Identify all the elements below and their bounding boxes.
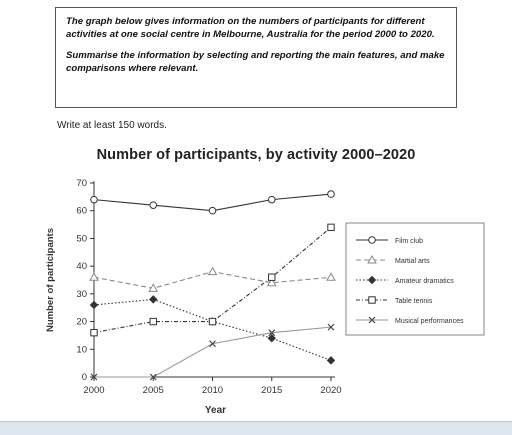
data-point: [266, 277, 277, 287]
y-tick-label: 50: [76, 233, 87, 244]
data-point: [207, 266, 218, 276]
data-point: [149, 295, 158, 304]
data-point: [268, 273, 276, 281]
word-count-instruction: Write at least 150 words.: [57, 120, 167, 131]
y-tick-label: 40: [76, 261, 87, 272]
data-point: [149, 373, 157, 381]
data-point: [149, 201, 158, 209]
x-tick-label: 2005: [143, 385, 164, 396]
y-tick-label: 10: [76, 344, 87, 355]
x-tick-label: 2000: [83, 385, 104, 396]
legend-label: Amateur dramatics: [395, 278, 454, 285]
task-description: The graph below gives information on the…: [66, 16, 435, 40]
series-line: [94, 326, 332, 378]
data-point: [327, 190, 335, 198]
series-martial-arts: [89, 266, 336, 292]
legend-entry: Musical performances: [356, 316, 464, 325]
data-point: [90, 195, 98, 204]
data-point: [327, 323, 335, 331]
legend-entry: Table tennis: [356, 296, 433, 305]
data-point: [326, 272, 336, 281]
task-box: The graph below gives information on the…: [55, 7, 457, 108]
data-point: [209, 340, 216, 348]
data-point: [368, 316, 376, 324]
series-line: [93, 226, 332, 334]
legend-label: Martial arts: [395, 258, 430, 265]
x-tick-label: 2020: [320, 385, 341, 396]
data-point: [326, 356, 336, 365]
data-point: [90, 373, 98, 381]
series-film-club: [90, 190, 335, 215]
x-tick-label: 2010: [202, 385, 223, 396]
series-line: [93, 298, 332, 361]
legend-label: Musical performances: [395, 318, 464, 325]
y-tick-label: 70: [76, 178, 87, 189]
y-tick-label: 0: [82, 372, 87, 383]
series-musical-performances: [90, 323, 335, 381]
data-point: [368, 236, 376, 244]
legend-label: Table tennis: [395, 298, 433, 305]
data-point: [368, 296, 376, 304]
data-point: [208, 206, 217, 215]
data-point: [89, 272, 99, 281]
legend-entry: Amateur dramatics: [356, 275, 454, 285]
data-point: [208, 317, 217, 326]
data-point: [267, 195, 276, 204]
legend-label: Film club: [395, 238, 423, 245]
x-tick-label: 2015: [261, 385, 282, 396]
y-tick-label: 20: [76, 317, 87, 328]
data-point: [267, 333, 276, 343]
y-tick-label: 60: [76, 206, 87, 217]
chart-legend: Film club Martial arts Amateur dramatics Ta…: [345, 222, 485, 336]
data-point: [327, 223, 335, 232]
data-point: [367, 254, 377, 264]
task-instructions: Summarise the information by selecting a…: [66, 50, 445, 74]
legend-entry: Martial arts: [356, 254, 430, 265]
y-tick-label: 30: [76, 289, 87, 300]
legend-entry: Film club: [356, 236, 423, 245]
chart-axes: 0 10 20 30 40 50 60 70 2000 2005 2010 2015 2020 Year N…: [45, 178, 342, 416]
x-axis-label: Year: [205, 405, 226, 416]
y-axis-label: Number of participants: [45, 228, 56, 332]
data-point: [367, 275, 377, 285]
data-point: [89, 300, 99, 310]
series-table-tennis: [90, 223, 335, 337]
data-point: [268, 329, 276, 337]
data-point: [149, 317, 157, 326]
data-point: [148, 283, 159, 292]
data-point: [90, 328, 98, 337]
chart-title: Number of participants, by activity 2000…: [96, 147, 416, 163]
chart-series: [89, 190, 336, 381]
bottom-scroll-band: [0, 421, 512, 435]
